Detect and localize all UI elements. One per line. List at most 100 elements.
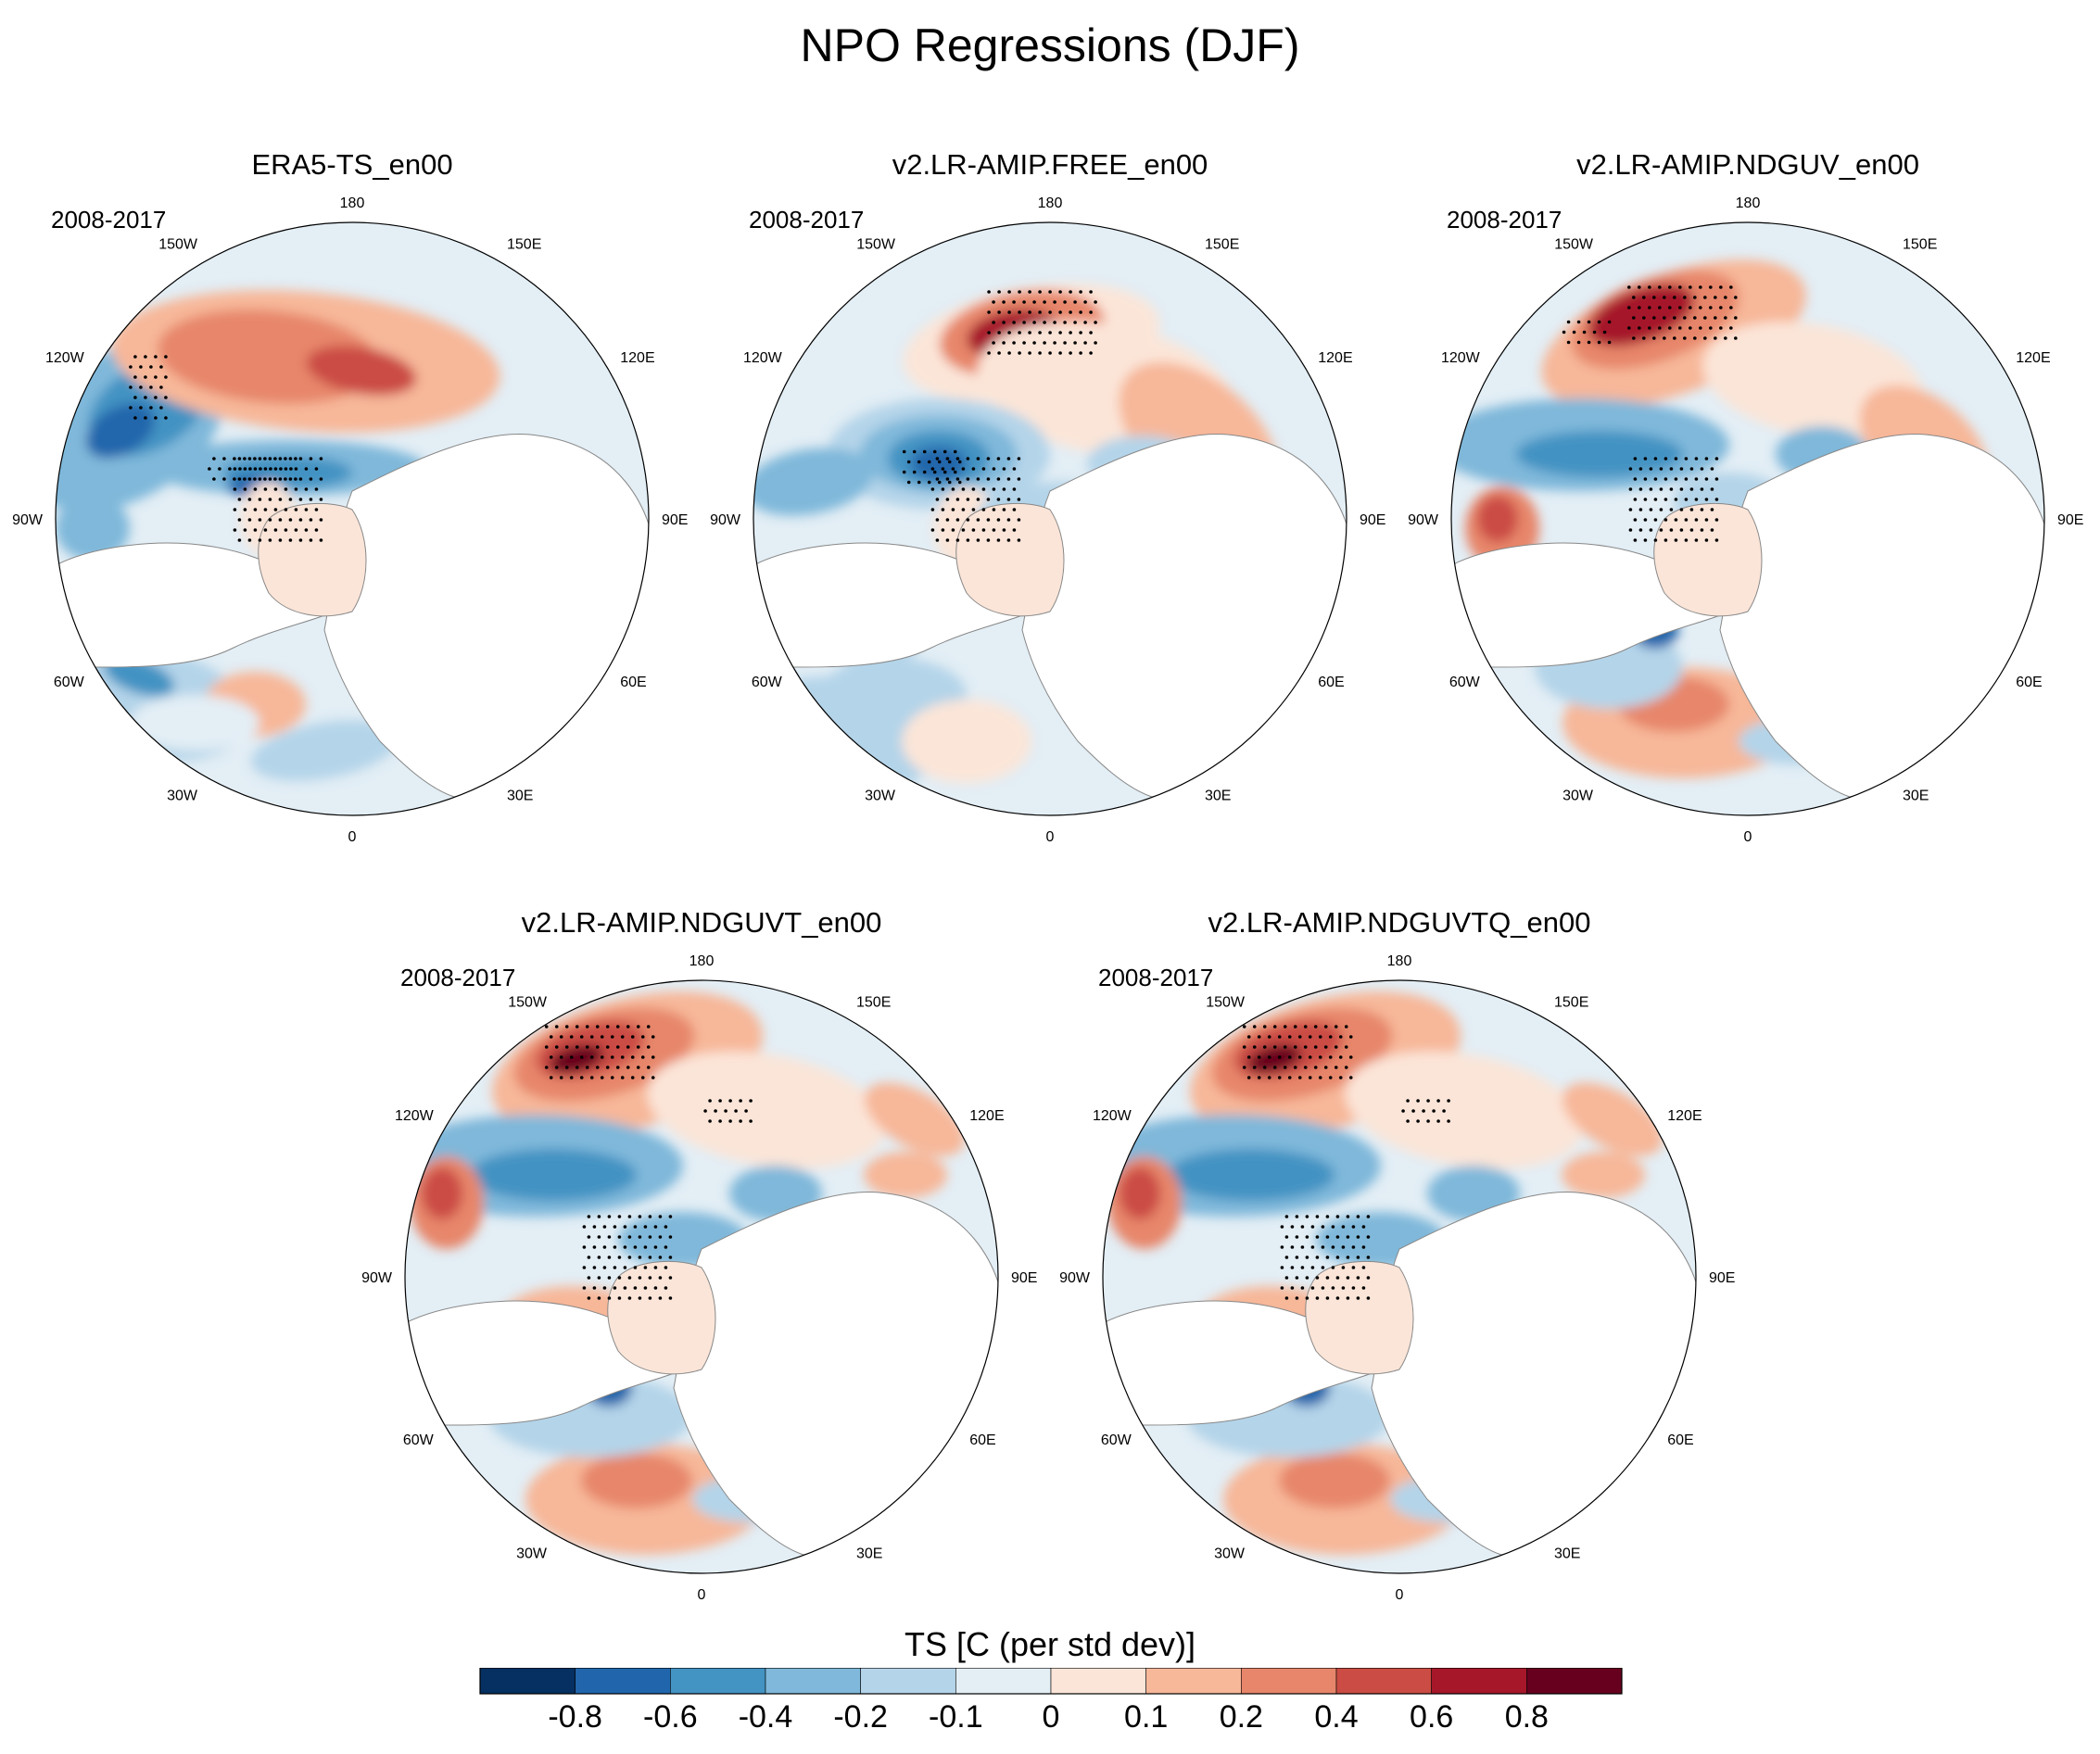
stipple-dot: [222, 457, 226, 461]
stipple-dot: [592, 1245, 597, 1249]
stipple-dot: [1242, 1025, 1246, 1028]
stipple-dot: [1658, 285, 1662, 289]
colorbar-swatch: [1241, 1668, 1337, 1695]
stipple-dot: [1669, 508, 1674, 511]
stipple-dot: [605, 1045, 610, 1049]
stipple-dot: [278, 518, 283, 522]
stipple-dot: [912, 449, 917, 454]
stipple-dot: [1028, 310, 1031, 314]
stipple-dot: [1582, 330, 1587, 334]
stipple-dot: [1295, 1215, 1299, 1218]
stipple-dot: [1663, 296, 1666, 299]
stipple-dot: [164, 355, 168, 359]
stipple-dot: [247, 477, 252, 481]
stipple-dot: [1331, 1266, 1335, 1269]
stipple-dot: [253, 487, 258, 491]
stipple-dot: [1002, 321, 1006, 324]
stipple-dot: [640, 1076, 645, 1079]
stipple-dot: [1361, 1266, 1366, 1269]
stipple-dot: [253, 477, 257, 481]
stipple-dot: [1673, 316, 1676, 320]
anomaly-patch: [864, 1152, 947, 1198]
stipple-dot: [1628, 508, 1633, 511]
stipple-dot: [623, 1245, 627, 1249]
colorbar-tick-label: -0.1: [929, 1699, 983, 1735]
stipple-dot: [997, 310, 1001, 314]
stipple-dot: [1305, 1296, 1309, 1300]
longitude-label: 120E: [1318, 350, 1352, 366]
stipple-dot: [1659, 528, 1664, 532]
stipple-dot: [626, 1045, 630, 1049]
stipple-dot: [941, 528, 945, 532]
anomaly-patch: [549, 1044, 604, 1074]
stipple-dot: [1729, 285, 1733, 289]
stipple-dot: [1257, 1035, 1261, 1039]
stipple-dot: [1344, 1066, 1348, 1069]
stipple-dot: [930, 467, 935, 471]
stipple-dot: [1295, 1256, 1299, 1259]
stipple-dot: [273, 467, 278, 471]
stipple-dot: [1328, 1055, 1333, 1059]
stipple-dot: [1699, 326, 1702, 330]
stipple-dot: [1689, 306, 1692, 309]
stipple-dot: [582, 1286, 587, 1290]
stipple-dot: [154, 416, 158, 420]
stipple-dot: [1323, 1066, 1328, 1069]
stipple-dot: [139, 365, 143, 369]
stipple-dot: [218, 467, 221, 471]
stipple-dot: [247, 498, 252, 501]
stipple-dot: [273, 528, 278, 532]
stipple-dot: [1012, 300, 1016, 304]
stipple-dot: [602, 1225, 607, 1229]
longitude-label: 150W: [856, 237, 896, 253]
stipple-dot: [1649, 508, 1653, 511]
stipple-dot: [992, 487, 996, 491]
stipple-dot: [626, 1025, 630, 1028]
stipple-dot: [1315, 1215, 1320, 1218]
stipple-dot: [597, 1256, 601, 1259]
longitude-label: 0: [348, 829, 357, 845]
stipple-dot: [1246, 1076, 1251, 1079]
stipple-dot: [986, 457, 991, 461]
stipple-dot: [1700, 508, 1704, 511]
stipple-dot: [620, 1055, 625, 1059]
stipple-dot: [1002, 341, 1006, 345]
stipple-dot: [1338, 1035, 1343, 1039]
stipple-dot: [1058, 351, 1062, 355]
stipple-dot: [951, 528, 955, 532]
stipple-dot: [237, 498, 242, 501]
stipple-dot: [554, 1045, 559, 1049]
panel-title: v2.LR-AMIP.NDGUVTQ_en00: [1208, 906, 1591, 939]
anomaly-patch: [1168, 1149, 1335, 1201]
stipple-dot: [1305, 1235, 1309, 1239]
stipple-dot: [1642, 296, 1646, 299]
stipple-dot: [1318, 1035, 1322, 1039]
polar-map: 180 150E 120E 90E 60E 30E 0 30W 60W 90W 120W 150W: [361, 953, 1037, 1603]
stipple-dot: [623, 1225, 627, 1229]
stipple-dot: [1729, 326, 1733, 330]
stipple-dot: [1683, 296, 1687, 299]
stipple-dot: [1663, 316, 1666, 320]
stipple-dot: [1048, 310, 1052, 314]
stipple-dot: [1704, 518, 1709, 522]
stipple-dot: [1734, 336, 1738, 340]
stipple-dot: [1356, 1256, 1360, 1259]
stipple-dot: [284, 487, 288, 491]
anomaly-patch: [581, 1453, 692, 1508]
stipple-dot: [1664, 518, 1668, 522]
stipple-dot: [233, 477, 236, 481]
stipple-dot: [579, 1076, 584, 1079]
stipple-dot: [149, 406, 153, 410]
stipple-dot: [1290, 1286, 1295, 1290]
stipple-dot: [1668, 306, 1672, 309]
stipple-dot: [930, 528, 935, 532]
map-border: [1450, 221, 2045, 816]
stipple-dot: [1674, 477, 1678, 481]
stipple-dot: [1653, 477, 1658, 481]
stipple-dot: [1607, 320, 1612, 324]
stipple-dot: [1310, 1266, 1315, 1269]
stipple-dot: [1341, 1286, 1346, 1290]
stipple-dot: [648, 1215, 652, 1218]
stipple-dot: [263, 487, 268, 491]
stipple-dot: [1679, 528, 1684, 532]
